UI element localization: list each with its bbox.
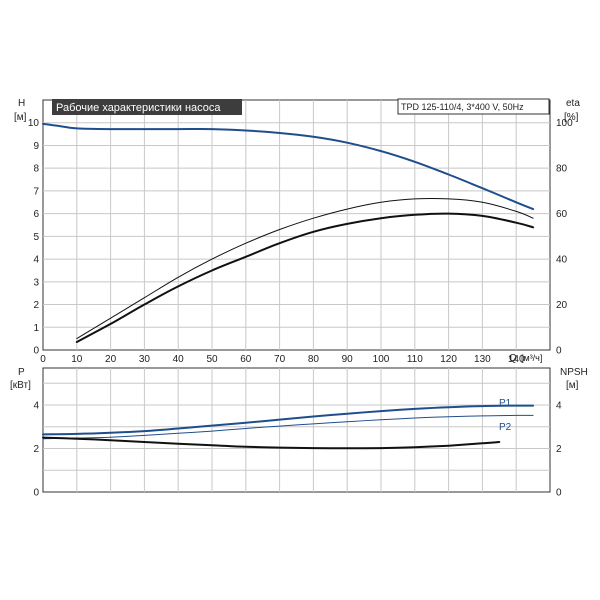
top-x-tick-label: 70 [274,354,286,365]
top-x-tick-label: 20 [105,354,117,365]
eta-axis-unit: [%] [564,112,579,123]
top-right-tick-label: 80 [556,164,568,175]
top-right-tick-label: 0 [556,346,562,357]
bottom-series-curve-p2 [42,414,534,440]
bottom-left-tick-label: 2 [33,444,39,455]
series-label-p1: P1 [499,398,512,409]
top-left-tick-label: 5 [33,232,39,243]
top-left-tick-label: 9 [33,141,39,152]
top-x-tick-label: 30 [139,354,151,365]
top-x-tick-label: 140 [508,354,525,365]
top-left-tick-label: 6 [33,209,39,220]
top-left-tick-label: 2 [33,300,39,311]
q-axis-label: Q [509,353,517,364]
top-x-tick-label: 90 [342,354,354,365]
top-left-tick-label: 8 [33,164,39,175]
top-left-tick-label: 7 [33,186,39,197]
top-series-curve-0 [42,122,535,211]
model-label: TPD 125-110/4, 3*400 V, 50Hz [401,102,524,112]
top-x-tick-label: 10 [71,354,83,365]
top-plot-frame [42,99,551,351]
bottom-right-tick-label: 0 [556,488,562,499]
top-x-tick-label: 60 [240,354,252,365]
top-right-tick-label: 100 [556,118,573,129]
top-left-tick-label: 10 [28,118,40,129]
bottom-plot-frame [42,367,551,493]
top-right-tick-label: 60 [556,209,568,220]
h-axis-label: H [18,98,25,109]
npsh-axis-label: NPSH [560,367,588,378]
npsh-axis-unit: [м] [566,380,579,391]
q-axis-unit: [м³/ч] [521,353,542,363]
bottom-series-curve-2 [42,436,501,450]
top-x-tick-label: 100 [373,354,390,365]
top-grid [43,100,550,350]
bottom-right-tick-label: 4 [556,400,562,411]
top-x-tick-label: 40 [173,354,185,365]
bottom-left-tick-label: 0 [33,488,39,499]
top-series-curve-2 [75,212,535,343]
bottom-left-tick-label: 4 [33,400,39,411]
top-left-tick-label: 0 [33,346,39,357]
p-axis-unit: [кВт] [10,380,31,391]
title-box [52,99,242,115]
bottom-right-tick-label: 2 [556,444,562,455]
top-left-tick-label: 1 [33,323,39,334]
top-x-tick-label: 50 [206,354,218,365]
top-left-tick-label: 3 [33,277,39,288]
top-right-tick-label: 20 [556,300,568,311]
bottom-grid [43,368,550,492]
series-label-p2: P2 [499,422,512,433]
top-x-tick-label: 110 [407,354,423,365]
top-curves [42,122,535,343]
top-x-tick-label: 130 [474,354,491,365]
top-x-tick-label: 0 [40,354,46,365]
top-left-tick-label: 4 [33,255,39,266]
bottom-curves [42,404,535,450]
bottom-ticks: 0 2 4 0 2 4 [33,400,562,498]
top-x-tick-label: 80 [308,354,320,365]
top-right-tick-label: 40 [556,255,568,266]
eta-axis-label: eta [566,98,580,109]
top-series-curve-1 [76,197,534,340]
h-axis-unit: [м] [14,112,27,123]
p-axis-label: P [18,367,25,378]
model-box [397,98,550,115]
top-x-tick-label: 120 [440,354,457,365]
bottom-series-curve-p1 [42,404,535,436]
chart-title: Рабочие характеристики насоса [56,102,221,114]
